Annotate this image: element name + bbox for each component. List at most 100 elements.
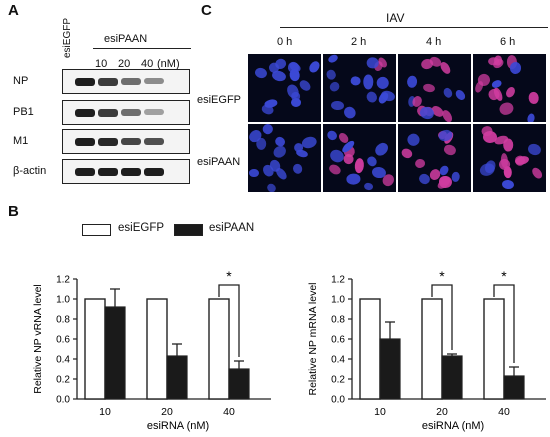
- x-tick-label: 10: [374, 406, 386, 418]
- blot-row-label: PB1: [13, 106, 34, 118]
- blot-band: [98, 138, 118, 146]
- bar-control: [483, 298, 505, 400]
- blot-row-label: β-actin: [13, 165, 47, 177]
- blot-band: [144, 168, 164, 176]
- nucleus: [248, 168, 259, 177]
- nucleus: [325, 129, 340, 143]
- legend-swatch-control: [82, 224, 111, 236]
- nucleus: [330, 100, 344, 111]
- y-tick-label: 0.2: [56, 375, 70, 386]
- blot-strip: [62, 100, 190, 125]
- legend-label-treated: esiPAAN: [209, 222, 255, 234]
- nucleus: [350, 75, 362, 86]
- nucleus: [363, 182, 374, 192]
- micrograph-tile: [473, 124, 546, 192]
- micrograph-tile: [473, 54, 546, 122]
- bar-treated: [441, 355, 463, 400]
- micrograph-tile: [323, 54, 396, 122]
- blot-band: [98, 78, 118, 86]
- bar-control: [359, 298, 381, 400]
- nucleus: [454, 88, 468, 102]
- nucleus: [261, 124, 275, 136]
- bar-control: [208, 298, 230, 400]
- x-axis-label: esiRNA (nM): [147, 420, 209, 432]
- micrograph-tile: [248, 54, 321, 122]
- blot-strip: [62, 129, 190, 154]
- blot-band: [98, 168, 118, 176]
- nucleus: [372, 141, 391, 159]
- y-tick-label: 1.0: [56, 295, 70, 306]
- y-tick-label: 0.8: [331, 315, 345, 326]
- bar-control: [146, 298, 168, 400]
- nucleus: [443, 142, 458, 156]
- y-tick-label: 0.0: [331, 395, 345, 406]
- nucleus: [307, 59, 321, 75]
- nucleus: [328, 162, 343, 176]
- y-tick-label: 0.2: [331, 375, 345, 386]
- time-4h: 4 h: [426, 36, 442, 48]
- nucleus: [405, 132, 423, 149]
- nucleus: [421, 83, 436, 94]
- blot-band: [75, 109, 95, 117]
- nucleus: [438, 175, 452, 189]
- blot-band: [98, 109, 118, 117]
- nucleus: [509, 61, 522, 74]
- bar-treated: [104, 306, 126, 400]
- significance-bracket: [218, 284, 240, 357]
- bar-treated: [379, 338, 401, 400]
- significance-star: *: [226, 268, 232, 284]
- significance-bracket: [431, 284, 453, 350]
- nucleus: [530, 165, 544, 181]
- conc-20: 20: [118, 58, 131, 70]
- lane-label-control: esiEGFP: [62, 17, 73, 58]
- time-0h: 0 h: [277, 36, 293, 48]
- blot-band: [75, 168, 95, 176]
- row-label-treated: esiPAAN: [197, 156, 241, 168]
- blot-band: [121, 109, 141, 116]
- x-axis-label: esiRNA (nM): [422, 420, 484, 432]
- blot-band: [121, 138, 141, 146]
- nucleus: [363, 74, 374, 90]
- blot-band: [144, 109, 164, 116]
- legend: esiEGFP esiPAAN: [82, 222, 342, 238]
- bar-control: [84, 298, 106, 400]
- nucleus: [501, 178, 515, 190]
- nucleus: [324, 68, 338, 82]
- bar-control: [421, 298, 443, 400]
- micrograph-tile: [398, 54, 471, 122]
- blot-row-label: NP: [13, 75, 29, 87]
- nucleus: [327, 54, 340, 65]
- blot-band: [144, 78, 164, 85]
- y-tick-label: 0.8: [56, 315, 70, 326]
- y-tick-label: 0.6: [56, 335, 70, 346]
- y-tick-label: 0.6: [331, 335, 345, 346]
- x-tick-label: 20: [161, 406, 173, 418]
- blot-band: [144, 138, 164, 146]
- nucleus: [406, 75, 418, 89]
- nucleus: [504, 85, 518, 99]
- conc-unit: (nM): [157, 58, 180, 70]
- nucleus: [452, 171, 461, 182]
- micrograph-tile: [323, 124, 396, 192]
- x-tick-label: 40: [223, 406, 235, 418]
- micrograph-tile: [398, 124, 471, 192]
- nucleus: [291, 163, 304, 176]
- nucleus: [440, 108, 454, 122]
- mrna-bar-chart: 0.0 0.2 0.4 0.6 0.8 1.0 1.2 Relative NP mRNA le…: [307, 268, 546, 432]
- nucleus: [300, 135, 319, 150]
- nucleus: [528, 91, 539, 105]
- time-6h: 6 h: [500, 36, 516, 48]
- y-tick-label: 0.4: [331, 355, 345, 366]
- time-2h: 2 h: [351, 36, 367, 48]
- panel-label-a: A: [8, 2, 19, 19]
- significance-star: *: [501, 268, 507, 284]
- panel-label-c: C: [201, 2, 212, 19]
- y-tick-label: 0.4: [56, 355, 70, 366]
- y-tick-label: 0.0: [56, 395, 70, 406]
- nucleus: [328, 80, 342, 94]
- x-tick-label: 40: [498, 406, 510, 418]
- bar-treated: [228, 368, 250, 400]
- nucleus: [265, 181, 278, 192]
- nucleus: [295, 148, 309, 159]
- panel-label-b: B: [8, 203, 19, 220]
